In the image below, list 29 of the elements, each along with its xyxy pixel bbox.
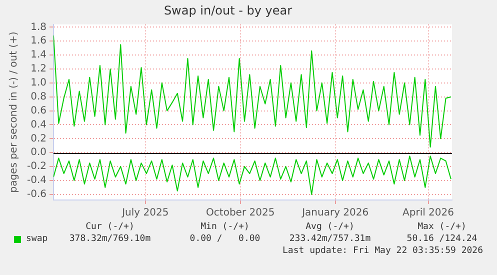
y-tick-label: 1.2	[30, 64, 47, 75]
y-tick-label: -0.6	[26, 189, 47, 200]
y-tick-label: 0.6	[30, 105, 47, 116]
legend-label: swap	[26, 234, 48, 244]
text: 233.42m/757.31m	[289, 234, 371, 244]
chart-title: Swap in/out - by year	[164, 3, 292, 18]
y-tick-label: -0.4	[26, 175, 47, 186]
text: 0.00 / 0.00	[190, 234, 260, 244]
y-tick-label: -0.2	[26, 161, 47, 172]
text: 50.16 /124.24	[406, 234, 478, 244]
text: Max (-/+)	[418, 222, 466, 232]
y-tick-label: 0.2	[30, 133, 47, 144]
text: Min (-/+)	[200, 222, 250, 232]
text: 378.32m/769.10m	[69, 234, 151, 244]
text: Avg (-/+)	[306, 222, 354, 232]
y-tick-label: 1.6	[30, 36, 47, 47]
y-axis-title: pages per second in (-) / out (+)	[8, 32, 20, 193]
text: Last update: Fri May 22 03:35:59 2026	[282, 246, 483, 256]
y-tick-label: 0.8	[30, 91, 47, 102]
text: Cur (-/+)	[86, 222, 134, 232]
x-tick-label: April 2026	[402, 208, 454, 219]
x-tick-label: January 2026	[301, 208, 369, 219]
x-tick-label: July 2025	[121, 208, 169, 219]
y-tick-label: 1.8	[30, 22, 47, 33]
y-tick-label: 1.0	[30, 78, 47, 89]
y-tick-label: 0.0	[30, 147, 47, 158]
x-tick-label: October 2025	[206, 208, 275, 219]
y-tick-label: 0.4	[30, 119, 47, 130]
y-tick-label: 1.4	[30, 50, 47, 61]
